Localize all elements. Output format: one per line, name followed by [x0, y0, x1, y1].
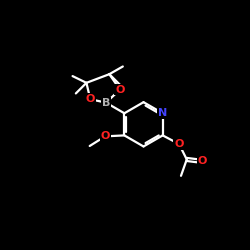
Text: N: N [158, 108, 167, 118]
Text: O: O [86, 94, 95, 104]
Text: O: O [174, 139, 184, 149]
Text: B: B [102, 98, 110, 108]
Text: O: O [100, 131, 110, 141]
Text: O: O [115, 84, 124, 94]
Text: O: O [198, 156, 207, 166]
